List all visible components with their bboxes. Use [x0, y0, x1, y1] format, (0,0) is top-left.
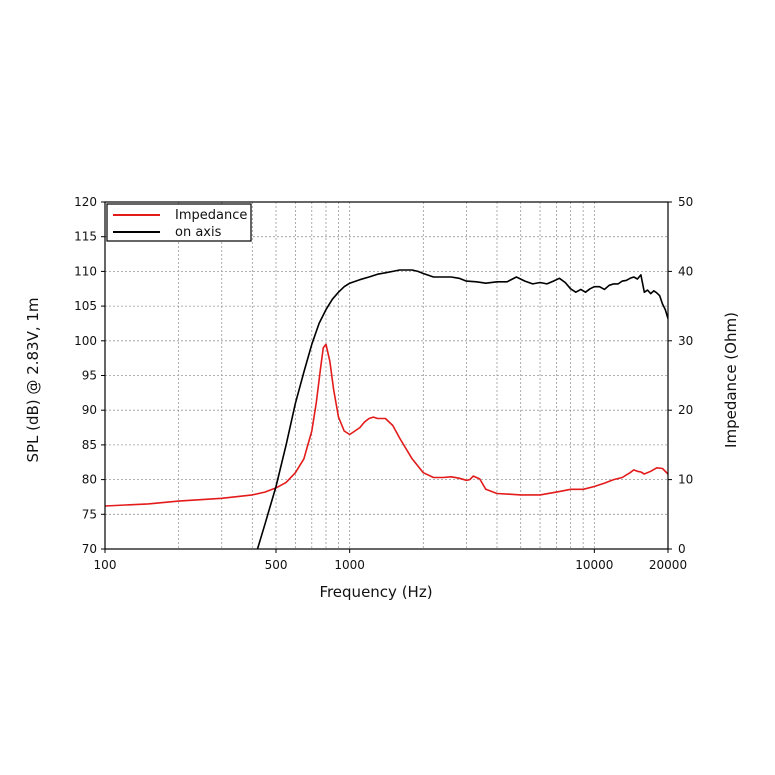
grid [105, 202, 668, 549]
right-tick-label: 30 [678, 334, 693, 348]
right-tick-label: 50 [678, 195, 693, 209]
left-tick-label: 105 [74, 299, 97, 313]
left-axis-ticks: 70 75 80 85 90 95 100 105 110 115 120 [74, 195, 105, 556]
left-tick-label: 90 [82, 403, 97, 417]
right-axis-ticks: 0 10 20 30 40 50 [668, 195, 693, 556]
series-line-impedance [105, 343, 668, 507]
left-tick-label: 70 [82, 542, 97, 556]
x-tick-label: 500 [265, 558, 288, 572]
legend-label-on-axis: on axis [175, 225, 222, 240]
series-line-on-axis [256, 269, 668, 549]
left-tick-label: 100 [74, 334, 97, 348]
left-tick-label: 80 [82, 473, 97, 487]
left-tick-label: 95 [82, 369, 97, 383]
x-axis-label: Frequency (Hz) [319, 583, 432, 601]
x-tick-label: 10000 [575, 558, 613, 572]
legend-box [106, 203, 252, 242]
x-axis-ticks: 100 500 1000 10000 20000 [94, 549, 687, 572]
right-tick-label: 10 [678, 473, 693, 487]
x-tick-label: 20000 [649, 558, 687, 572]
right-axis-label: Impedance (Ohm) [722, 312, 740, 448]
left-tick-label: 115 [74, 230, 97, 244]
left-tick-label: 120 [74, 195, 97, 209]
right-tick-label: 0 [678, 542, 686, 556]
series-layer [105, 269, 668, 549]
x-tick-label: 1000 [334, 558, 365, 572]
legend-label-impedance: Impedance [175, 208, 247, 223]
x-tick-label: 100 [94, 558, 117, 572]
left-axis-label: SPL (dB) @ 2.83V, 1m [24, 297, 42, 462]
left-tick-label: 85 [82, 438, 97, 452]
right-tick-label: 40 [678, 264, 693, 278]
legend: Impedance on axis [106, 203, 252, 242]
left-tick-label: 75 [82, 507, 97, 521]
left-tick-label: 110 [74, 264, 97, 278]
right-tick-label: 20 [678, 403, 693, 417]
